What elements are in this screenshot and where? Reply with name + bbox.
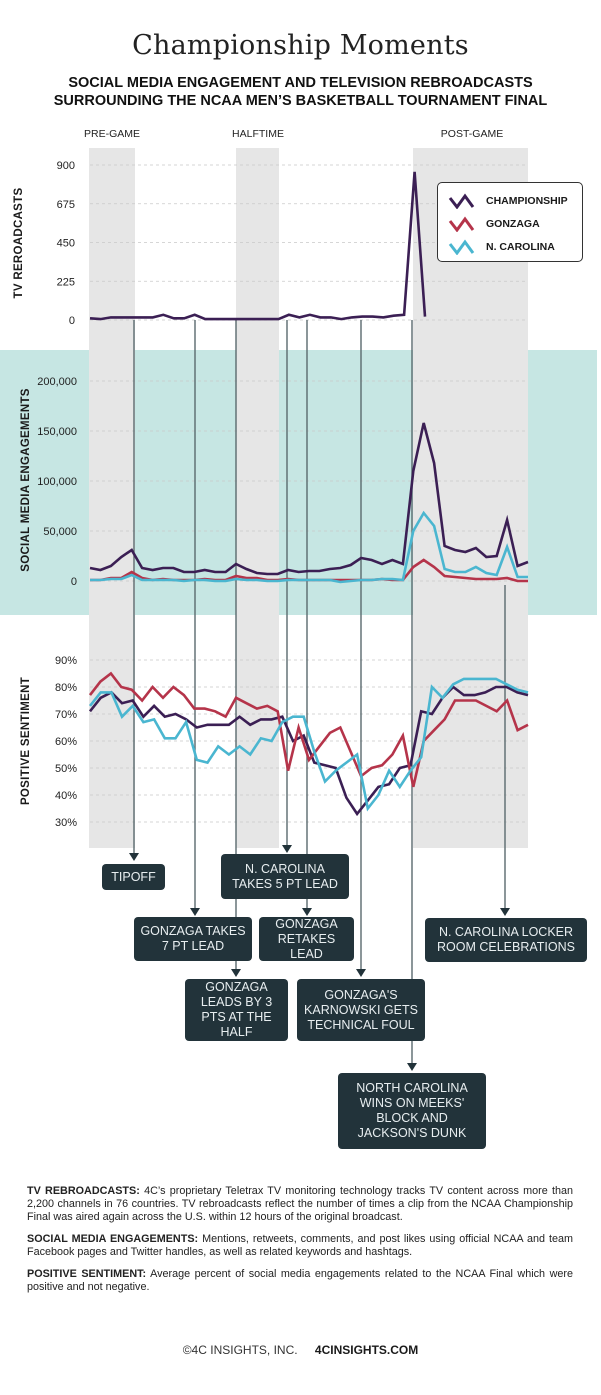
annotation-karnowski-technical: GONZAGA'S KARNOWSKI GETS TECHNICAL FOUL [297,979,425,1041]
legend-swatch-ncarolina [448,239,475,255]
note-tv-rebroadcasts: TV REBROADCASTS: 4C’s proprietary Teletr… [27,1185,573,1224]
y-tick-label: 225 [57,276,75,288]
chart-canvas: 900 675 450 225 0 TV REROADCASTS 200,000 150,00… [0,148,597,1071]
arrow-head-icon [231,969,241,977]
y-tick-label: 0 [69,315,75,327]
y-tick-label: 450 [57,238,75,250]
phase-label-postgame: POST-GAME [440,128,504,140]
y-tick-label: 50% [55,763,77,775]
arrow-head-icon [356,969,366,977]
y-tick-label: 70% [55,709,77,721]
y-tick-label: 100,000 [37,476,77,488]
pregame-shade [89,148,135,848]
legend: CHAMPIONSHIP GONZAGA N. CAROLINA [437,182,583,262]
arrow-head-icon [302,908,312,916]
annotation-gonzaga-half-lead: GONZAGA LEADS BY 3 PTS AT THE HALF [185,979,288,1041]
arrow-head-icon [500,908,510,916]
series-line-2-championship [88,685,529,817]
note-term: POSITIVE SENTIMENT: [27,1268,147,1280]
annotation-ncarolina-5pt-lead: N. CAROLINA TAKES 5 PT LEAD [221,854,349,899]
y-tick-label: 675 [57,199,75,211]
note-text: 4C’s proprietary Teletrax TV monitoring … [27,1185,573,1223]
note-sentiment: POSITIVE SENTIMENT: Average percent of s… [27,1268,573,1294]
y-tick-label: 40% [55,790,77,802]
subtitle-line-1: SOCIAL MEDIA ENGAGEMENT AND TELEVISION R… [68,75,533,91]
annotation-tipoff: TIPOFF [102,864,165,890]
note-term: SOCIAL MEDIA ENGAGEMENTS: [27,1233,199,1245]
copyright: ©4C INSIGHTS, INC. [182,1343,298,1357]
legend-label: GONZAGA [486,218,540,230]
arrow-head-icon [282,845,292,853]
note-social-media: SOCIAL MEDIA ENGAGEMENTS: Mentions, retw… [27,1233,573,1259]
note-text: Average percent of social media engageme… [27,1268,573,1293]
y-tick-label: 200,000 [37,376,77,388]
y-tick-label: 0 [71,576,77,588]
annotation-locker-room: N. CAROLINA LOCKER ROOM CELEBRATIONS [425,918,587,962]
subtitle-line-2: SURROUNDING THE NCAA MEN’S BASKETBALL TO… [53,93,548,109]
y-tick-label: 60% [55,736,77,748]
legend-label: N. CAROLINA [486,241,555,253]
arrow-head-icon [190,908,200,916]
series-line-2-n-carolina [88,677,529,812]
note-text: Mentions, retweets, comments, and post l… [27,1233,573,1258]
y-axis-title: TV REROADCASTS [13,188,25,299]
legend-item-championship: CHAMPIONSHIP [448,191,568,211]
y-tick-label: 80% [55,682,77,694]
annotation-gonzaga-retakes-lead: GONZAGA RETAKES LEAD [259,917,354,961]
series-line-2-gonzaga [88,671,529,788]
y-tick-label: 50,000 [43,526,77,538]
y-tick-label: 900 [57,160,75,172]
footer: ©4C INSIGHTS, INC. 4CINSIGHTS.COM [0,1343,601,1357]
website-link[interactable]: 4CINSIGHTS.COM [314,1343,419,1357]
annotation-gonzaga-7pt-lead: GONZAGA TAKES 7 PT LEAD [134,917,252,961]
y-axis-title: POSITIVE SENTIMENT [20,677,32,805]
annotation-ncarolina-wins: NORTH CAROLINA WINS ON MEEKS' BLOCK AND … [338,1073,486,1149]
legend-item-gonzaga: GONZAGA [448,214,540,234]
y-tick-label: 90% [55,655,77,667]
page-title: Championship Moments [132,30,469,61]
y-axis-title: SOCIAL MEDIA ENGAGEMENTS [20,388,32,572]
legend-label: CHAMPIONSHIP [486,195,568,207]
legend-swatch-gonzaga [448,216,475,232]
y-tick-label: 30% [55,817,77,829]
series-line-1-n-carolina [90,510,528,584]
series-line-1-championship [89,422,529,576]
y-tick-label: 150,000 [37,426,77,438]
phase-label-pregame: PRE-GAME [83,128,140,140]
arrow-head-icon [129,853,139,861]
arrow-head-icon [407,1063,417,1071]
definitions: TV REBROADCASTS: 4C’s proprietary Teletr… [27,1185,573,1303]
phase-label-halftime: HALFTIME [232,128,284,140]
page-subtitle: SOCIAL MEDIA ENGAGEMENT AND TELEVISION R… [0,74,601,110]
legend-item-ncarolina: N. CAROLINA [448,237,555,257]
note-term: TV REBROADCASTS: [27,1185,140,1197]
legend-swatch-championship [448,193,475,209]
halftime-shade [236,148,279,848]
series-line-0-championship [89,171,427,321]
